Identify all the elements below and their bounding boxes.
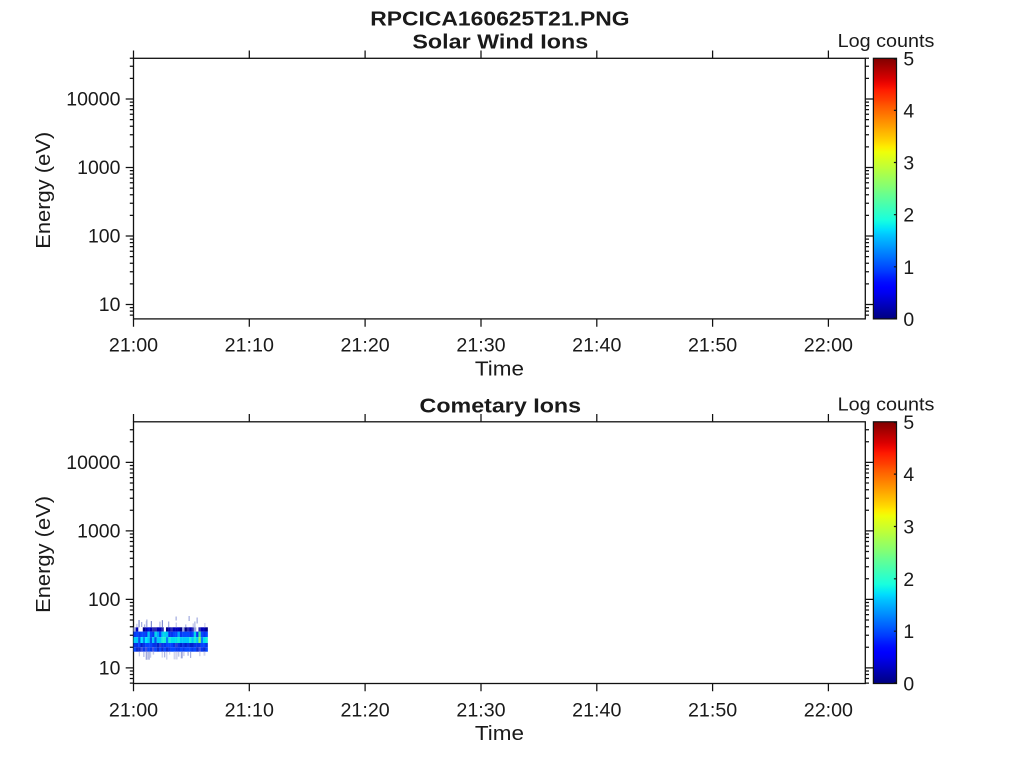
svg-text:0: 0	[903, 310, 914, 331]
svg-text:21:40: 21:40	[572, 336, 621, 357]
svg-text:21:30: 21:30	[456, 336, 505, 357]
svg-text:Solar Wind Ions: Solar Wind Ions	[412, 32, 588, 54]
svg-text:Cometary Ions: Cometary Ions	[420, 395, 582, 417]
svg-text:21:30: 21:30	[456, 700, 505, 721]
svg-text:0: 0	[903, 675, 914, 696]
svg-text:1000: 1000	[77, 158, 120, 179]
svg-text:2: 2	[903, 570, 914, 591]
svg-text:4: 4	[903, 101, 914, 122]
svg-text:3: 3	[903, 154, 914, 175]
svg-text:100: 100	[88, 590, 120, 611]
svg-text:21:50: 21:50	[688, 700, 737, 721]
svg-text:100: 100	[88, 227, 120, 248]
svg-text:Time: Time	[475, 723, 524, 745]
svg-text:21:10: 21:10	[225, 336, 274, 357]
svg-text:21:00: 21:00	[109, 700, 158, 721]
svg-text:22:00: 22:00	[804, 700, 853, 721]
svg-text:10: 10	[99, 659, 121, 680]
svg-text:5: 5	[903, 49, 914, 70]
svg-text:Log counts: Log counts	[838, 394, 935, 414]
svg-text:Energy (eV): Energy (eV)	[33, 132, 55, 249]
svg-text:1: 1	[903, 622, 914, 643]
svg-text:2: 2	[903, 206, 914, 227]
svg-text:3: 3	[903, 518, 914, 539]
svg-text:21:10: 21:10	[225, 700, 274, 721]
svg-text:10: 10	[99, 295, 121, 316]
svg-text:21:20: 21:20	[341, 700, 390, 721]
svg-text:RPCICA160625T21.PNG: RPCICA160625T21.PNG	[370, 8, 629, 30]
svg-text:Energy (eV): Energy (eV)	[33, 496, 55, 613]
svg-text:5: 5	[903, 413, 914, 434]
svg-text:21:00: 21:00	[109, 336, 158, 357]
svg-text:4: 4	[903, 465, 914, 486]
svg-text:21:40: 21:40	[572, 700, 621, 721]
svg-text:1: 1	[903, 258, 914, 279]
svg-text:21:20: 21:20	[341, 336, 390, 357]
svg-text:10000: 10000	[66, 453, 120, 474]
svg-text:10000: 10000	[66, 90, 120, 111]
svg-text:22:00: 22:00	[804, 336, 853, 357]
svg-text:Time: Time	[475, 359, 524, 381]
svg-text:Log counts: Log counts	[838, 31, 935, 51]
svg-text:1000: 1000	[77, 522, 120, 543]
svg-text:21:50: 21:50	[688, 336, 737, 357]
